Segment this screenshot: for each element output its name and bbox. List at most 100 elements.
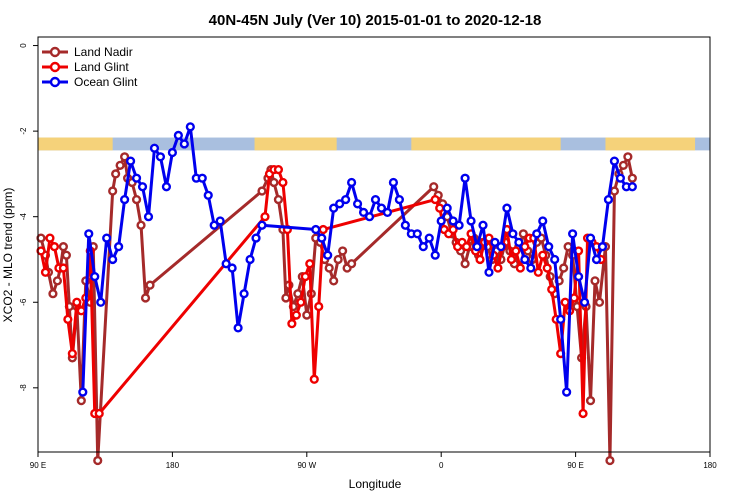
- data-point: [61, 250, 71, 260]
- data-point: [131, 194, 142, 205]
- data-point: [293, 289, 303, 299]
- y-axis: 0 -2 -4 -6 -8: [19, 43, 38, 391]
- land-band: [254, 137, 337, 151]
- data-point: [370, 194, 381, 205]
- y-tick-label: -4: [19, 213, 28, 221]
- data-point: [273, 194, 284, 205]
- data-point: [376, 203, 387, 213]
- data-point: [338, 246, 348, 256]
- data-point: [514, 237, 524, 247]
- data-point: [287, 319, 297, 329]
- data-point: [533, 267, 543, 277]
- data-point: [609, 186, 620, 196]
- data-point: [145, 280, 155, 290]
- data-point: [460, 173, 470, 183]
- data-point: [72, 297, 82, 307]
- legend-marker: [49, 61, 61, 73]
- data-point: [594, 297, 605, 307]
- data-point: [358, 207, 369, 218]
- data-point: [347, 259, 357, 269]
- y-tick-label: 0: [19, 43, 28, 48]
- data-point: [58, 242, 68, 252]
- x-axis: 90 E 180 90 W 0 90 E 180: [30, 452, 717, 470]
- legend-item: Ocean Glint: [42, 75, 138, 89]
- data-point: [257, 186, 267, 196]
- legend-item: Land Nadir: [42, 45, 133, 59]
- data-point: [502, 203, 512, 213]
- legend-marker: [49, 76, 61, 88]
- data-point: [563, 242, 573, 252]
- data-point: [418, 242, 428, 252]
- data-point: [460, 259, 470, 269]
- data-point: [233, 323, 243, 333]
- data-point: [108, 186, 118, 196]
- data-point: [496, 242, 506, 252]
- data-point: [627, 173, 637, 183]
- y-axis-label: XCO2 - MLO trend (ppm): [1, 188, 15, 323]
- data-point: [526, 263, 536, 273]
- data-point: [36, 246, 46, 256]
- data-point: [136, 220, 146, 230]
- data-point: [430, 194, 440, 205]
- data-point: [466, 216, 476, 226]
- plot-series: [36, 122, 637, 466]
- data-point: [623, 152, 633, 162]
- data-point: [520, 254, 530, 265]
- data-point: [430, 250, 440, 260]
- data-point: [579, 297, 590, 307]
- data-point: [209, 220, 219, 230]
- data-point: [609, 156, 620, 166]
- y-tick-label: -6: [19, 298, 28, 306]
- series-ocean-glint: [78, 122, 637, 397]
- data-point: [296, 297, 306, 307]
- data-point: [52, 276, 63, 286]
- data-point: [323, 250, 333, 260]
- data-point: [114, 242, 124, 252]
- data-point: [76, 306, 86, 316]
- data-point: [167, 147, 178, 158]
- data-point: [273, 165, 284, 175]
- data-point: [347, 177, 357, 188]
- data-point: [573, 271, 584, 282]
- data-point: [318, 224, 328, 235]
- data-point: [400, 220, 410, 230]
- data-point: [542, 263, 552, 273]
- data-point: [111, 169, 121, 179]
- data-point: [63, 314, 73, 324]
- data-point: [140, 293, 151, 303]
- series-line: [39, 168, 603, 415]
- data-point: [36, 233, 46, 243]
- data-point: [278, 177, 288, 188]
- data-point: [597, 242, 608, 252]
- data-point: [448, 216, 458, 226]
- data-point: [94, 408, 104, 419]
- data-point: [281, 293, 291, 303]
- data-point: [78, 387, 88, 397]
- data-point: [40, 267, 51, 277]
- data-point: [618, 160, 628, 170]
- data-point: [90, 271, 100, 282]
- plot-frame: [37, 36, 711, 453]
- data-point: [333, 254, 343, 265]
- data-point: [314, 301, 324, 312]
- data-point: [412, 229, 422, 239]
- data-point: [185, 122, 195, 132]
- legend-label: Land Glint: [74, 60, 129, 74]
- data-point: [585, 396, 596, 406]
- land-sea-mask: [38, 137, 710, 151]
- data-point: [115, 160, 125, 170]
- legend-item: Land Glint: [42, 60, 129, 74]
- data-point: [45, 233, 55, 243]
- data-point: [435, 203, 445, 213]
- data-point: [269, 177, 279, 188]
- x-tick-label: 180: [166, 461, 180, 470]
- data-point: [120, 152, 130, 162]
- data-point: [305, 259, 315, 269]
- data-point: [137, 182, 148, 192]
- data-point: [364, 212, 375, 222]
- data-point: [84, 229, 94, 239]
- data-point: [508, 229, 518, 239]
- data-point: [227, 263, 237, 273]
- data-point: [76, 396, 86, 406]
